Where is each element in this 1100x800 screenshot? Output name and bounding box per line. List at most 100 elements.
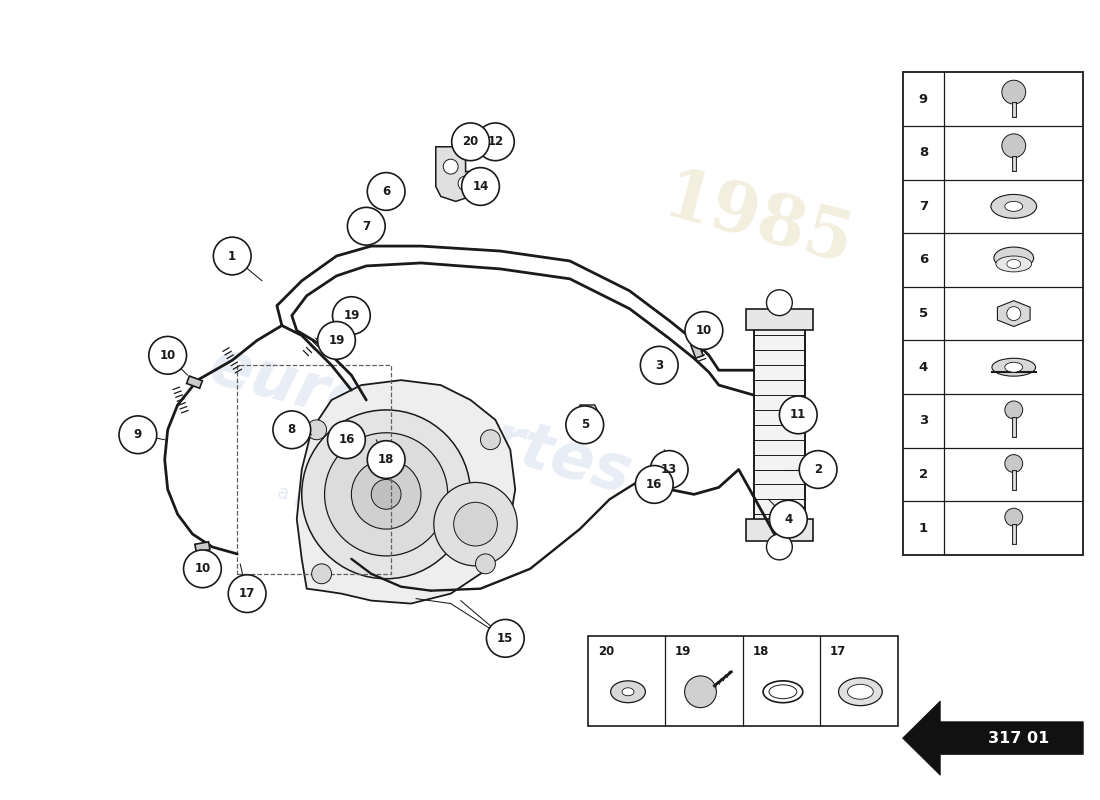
Circle shape: [328, 421, 365, 458]
Text: 16: 16: [646, 478, 662, 491]
Bar: [195, 542, 210, 552]
Text: 20: 20: [597, 645, 614, 658]
Circle shape: [351, 459, 421, 529]
Text: 3: 3: [656, 358, 663, 372]
Ellipse shape: [1004, 202, 1023, 211]
Circle shape: [452, 123, 490, 161]
Circle shape: [311, 564, 331, 584]
Circle shape: [273, 411, 310, 449]
Circle shape: [476, 123, 515, 161]
Ellipse shape: [623, 688, 634, 696]
Bar: [746, 309, 813, 330]
Bar: [902, 72, 1084, 555]
Bar: [746, 519, 813, 541]
Circle shape: [318, 322, 355, 359]
Text: 8: 8: [288, 423, 296, 436]
Text: 19: 19: [343, 309, 360, 322]
Text: 10: 10: [696, 324, 712, 337]
Circle shape: [119, 416, 157, 454]
Text: 5: 5: [581, 418, 589, 431]
Circle shape: [1004, 508, 1023, 526]
Circle shape: [800, 450, 837, 488]
Circle shape: [780, 396, 817, 434]
Polygon shape: [902, 701, 1084, 775]
Bar: [691, 342, 703, 358]
Circle shape: [453, 502, 497, 546]
Circle shape: [650, 450, 688, 488]
Circle shape: [475, 554, 495, 574]
Circle shape: [367, 441, 405, 478]
Circle shape: [767, 290, 792, 315]
Circle shape: [301, 410, 471, 578]
Text: 10: 10: [195, 562, 210, 575]
Text: 2: 2: [814, 463, 822, 476]
Circle shape: [348, 207, 385, 245]
Polygon shape: [297, 380, 515, 603]
Circle shape: [1006, 306, 1021, 321]
Text: 3: 3: [918, 414, 928, 427]
Text: 18: 18: [752, 645, 769, 658]
Circle shape: [636, 466, 673, 503]
Ellipse shape: [610, 681, 646, 702]
Ellipse shape: [992, 358, 1035, 376]
Circle shape: [307, 420, 327, 440]
Circle shape: [148, 337, 187, 374]
Text: 19: 19: [675, 645, 692, 658]
Circle shape: [1002, 134, 1025, 158]
Text: 4: 4: [918, 361, 928, 374]
Circle shape: [332, 297, 371, 334]
Text: 8: 8: [918, 146, 928, 159]
Text: 1: 1: [228, 250, 236, 262]
Bar: [587, 636, 898, 726]
Polygon shape: [998, 301, 1030, 326]
Bar: [754, 321, 805, 529]
Text: 1985: 1985: [657, 164, 860, 278]
Text: 4: 4: [784, 513, 792, 526]
Text: 1: 1: [918, 522, 928, 534]
Text: 5: 5: [918, 307, 928, 320]
Text: 10: 10: [160, 349, 176, 362]
Text: 19: 19: [328, 334, 344, 347]
Circle shape: [685, 312, 723, 350]
Bar: [187, 376, 202, 388]
Ellipse shape: [996, 256, 1032, 272]
Text: 9: 9: [134, 428, 142, 442]
Circle shape: [481, 430, 500, 450]
Circle shape: [213, 237, 251, 275]
Circle shape: [486, 619, 525, 658]
Circle shape: [684, 676, 716, 708]
Ellipse shape: [1006, 259, 1021, 269]
Text: 17: 17: [239, 587, 255, 600]
Bar: [238, 366, 392, 574]
Text: 13: 13: [661, 463, 678, 476]
Text: 16: 16: [338, 434, 354, 446]
Text: 6: 6: [382, 185, 390, 198]
Circle shape: [443, 159, 458, 174]
Text: 20: 20: [462, 135, 478, 148]
Circle shape: [1004, 454, 1023, 473]
Circle shape: [229, 574, 266, 613]
Circle shape: [767, 534, 792, 560]
Text: 14: 14: [472, 180, 488, 193]
Text: 11: 11: [790, 408, 806, 422]
Text: 7: 7: [362, 220, 371, 233]
Ellipse shape: [991, 194, 1036, 218]
Text: 15: 15: [497, 632, 514, 645]
Circle shape: [458, 176, 473, 191]
Circle shape: [565, 406, 604, 444]
Ellipse shape: [838, 678, 882, 706]
Circle shape: [433, 482, 517, 566]
Circle shape: [367, 173, 405, 210]
Polygon shape: [436, 146, 481, 202]
Circle shape: [324, 433, 448, 556]
Circle shape: [1004, 401, 1023, 419]
Text: a part of your passion: a part of your passion: [275, 482, 487, 556]
Circle shape: [372, 479, 402, 510]
Circle shape: [1002, 80, 1025, 104]
Text: 12: 12: [487, 135, 504, 148]
Ellipse shape: [1004, 362, 1023, 372]
Polygon shape: [580, 405, 600, 440]
Text: eurospartes: eurospartes: [204, 334, 639, 506]
Circle shape: [770, 500, 807, 538]
Circle shape: [462, 168, 499, 206]
